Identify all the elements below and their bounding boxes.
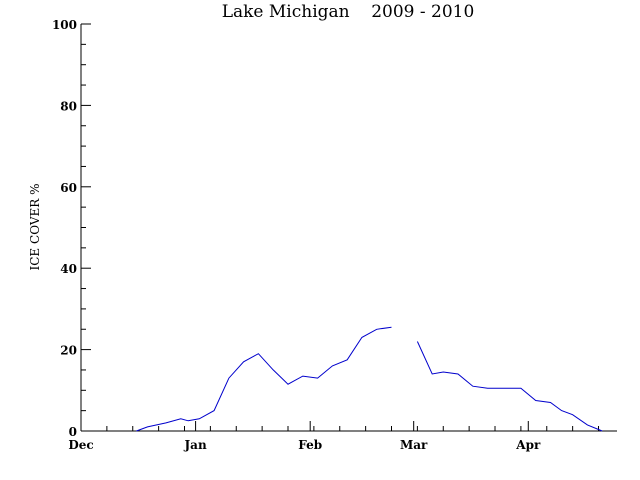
y-axis-ticks: 0 20 40 60 80 100 <box>52 18 91 439</box>
series-ice-cover <box>136 326 603 432</box>
series-line-segment <box>136 326 392 432</box>
x-tick-label: Mar <box>400 438 428 452</box>
x-tick-label: Dec <box>68 438 93 452</box>
chart-title: Lake Michigan 2009 - 2010 <box>222 2 475 22</box>
y-axis-title: ICE COVER % <box>28 184 42 271</box>
y-tick-label: 40 <box>60 262 77 276</box>
x-tick-label: Feb <box>298 438 322 452</box>
y-tick-label: 20 <box>60 344 77 358</box>
y-tick-label: 100 <box>52 18 77 32</box>
x-tick-label: Apr <box>515 438 541 452</box>
y-tick-label: 80 <box>60 99 77 113</box>
x-tick-label: Jan <box>183 438 206 452</box>
y-tick-label: 0 <box>69 425 77 439</box>
series-line-segment <box>416 341 603 432</box>
y-tick-label: 60 <box>60 181 77 195</box>
axes <box>80 24 617 432</box>
x-axis-ticks: Dec Jan Feb Mar Apr <box>68 421 600 452</box>
